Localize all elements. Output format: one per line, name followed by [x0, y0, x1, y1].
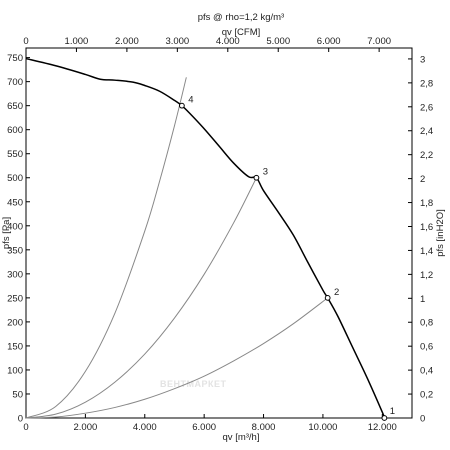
y-tick-label: 0 — [18, 414, 23, 425]
right-tick-label: 0 — [420, 414, 425, 425]
operating-point-3-marker — [253, 174, 260, 181]
y-tick-label: 700 — [7, 77, 23, 88]
top-axis-label: qv [CFM] — [222, 27, 261, 38]
y-tick-label: 300 — [7, 269, 23, 280]
chart-title: pfs @ rho=1,2 kg/m³ — [198, 12, 284, 23]
x-tick-label: 8.000 — [252, 422, 276, 433]
right-tick-label: 2,6 — [420, 102, 433, 113]
right-tick-label: 1,4 — [420, 246, 433, 257]
top-tick-label: 1.000 — [65, 36, 89, 47]
operating-point-2-label: 2 — [334, 287, 339, 298]
y-axis-ticks: 0 50 100 150 200 250 300 350 400 450 500 550 600 650 7… — [7, 53, 30, 425]
y-tick-label: 350 — [7, 245, 23, 256]
right-tick-label: 0,2 — [420, 390, 433, 401]
y-axis-label: pfs [Pa] — [1, 217, 12, 249]
top-tick-label: 0 — [23, 36, 28, 47]
top-tick-label: 3.000 — [165, 36, 189, 47]
y-tick-label: 100 — [7, 365, 23, 376]
operating-point-4-label: 4 — [188, 95, 193, 106]
right-tick-label: 1,6 — [420, 222, 433, 233]
y-tick-label: 200 — [7, 317, 23, 328]
system-curve-4-line — [25, 77, 187, 419]
right-tick-label: 2,8 — [420, 78, 433, 89]
x-tick-label: 6.000 — [192, 422, 216, 433]
top-tick-label: 7.000 — [367, 36, 391, 47]
right-tick-label: 0,8 — [420, 318, 433, 329]
top-tick-label: 4.000 — [216, 36, 240, 47]
right-tick-label: 2 — [420, 174, 425, 185]
y-tick-label: 50 — [12, 389, 23, 400]
top-axis-ticks: 0 1.000 2.000 3.000 4.000 5.000 6.000 7.000 — [23, 36, 391, 52]
top-tick-label: 5.000 — [266, 36, 290, 47]
right-tick-label: 1,2 — [420, 270, 433, 281]
series-layer — [25, 57, 386, 419]
watermark-text: ВЕНТМАРКЕТ — [160, 379, 227, 389]
x-tick-label: 12.000 — [368, 422, 397, 433]
x-axis-label: qv [m³/h] — [223, 432, 260, 443]
y-tick-label: 650 — [7, 101, 23, 112]
top-tick-label: 6.000 — [317, 36, 341, 47]
operating-point-3-label: 3 — [263, 167, 268, 178]
y-tick-label: 400 — [7, 221, 23, 232]
plot-frame — [25, 47, 413, 419]
fan-curve-line — [25, 57, 386, 419]
y-tick-label: 750 — [7, 53, 23, 64]
y-tick-label: 150 — [7, 341, 23, 352]
x-axis-ticks: 0 2.000 4.000 6.000 8.000 10.000 12.000 — [23, 414, 397, 433]
system-curve-3-line — [25, 177, 257, 419]
y-tick-label: 250 — [7, 293, 23, 304]
top-tick-label: 2.000 — [115, 36, 139, 47]
operating-point-2-marker — [324, 294, 331, 301]
x-tick-label: 4.000 — [133, 422, 157, 433]
operating-point-1-marker — [381, 415, 388, 421]
y-tick-label: 500 — [7, 173, 23, 184]
right-tick-label: 0,6 — [420, 342, 433, 353]
operating-point-4-marker — [178, 102, 185, 109]
right-tick-label: 3 — [420, 54, 425, 65]
operating-point-1-label: 1 — [390, 406, 395, 417]
right-tick-label: 1,8 — [420, 198, 433, 209]
right-axis-label: pfs [inH2O] — [435, 209, 446, 257]
right-tick-label: 0,4 — [420, 366, 433, 377]
right-tick-label: 2,4 — [420, 126, 433, 137]
system-curve-2-line — [25, 297, 328, 419]
y-tick-label: 550 — [7, 149, 23, 160]
x-tick-label: 10.000 — [308, 422, 337, 433]
y-tick-label: 600 — [7, 125, 23, 136]
x-tick-label: 2.000 — [73, 422, 97, 433]
x-tick-label: 0 — [23, 422, 28, 433]
operating-points-layer: 4 3 2 1 — [178, 95, 395, 421]
right-tick-label: 2,2 — [420, 150, 433, 161]
right-tick-label: 1 — [420, 294, 425, 305]
y-tick-label: 450 — [7, 197, 23, 208]
right-axis-ticks: 0 0,2 0,4 0,6 0,8 1 1,2 1,4 1,6 1,8 2 2,2 2,4 2,6 2,8 3 — [408, 54, 433, 425]
